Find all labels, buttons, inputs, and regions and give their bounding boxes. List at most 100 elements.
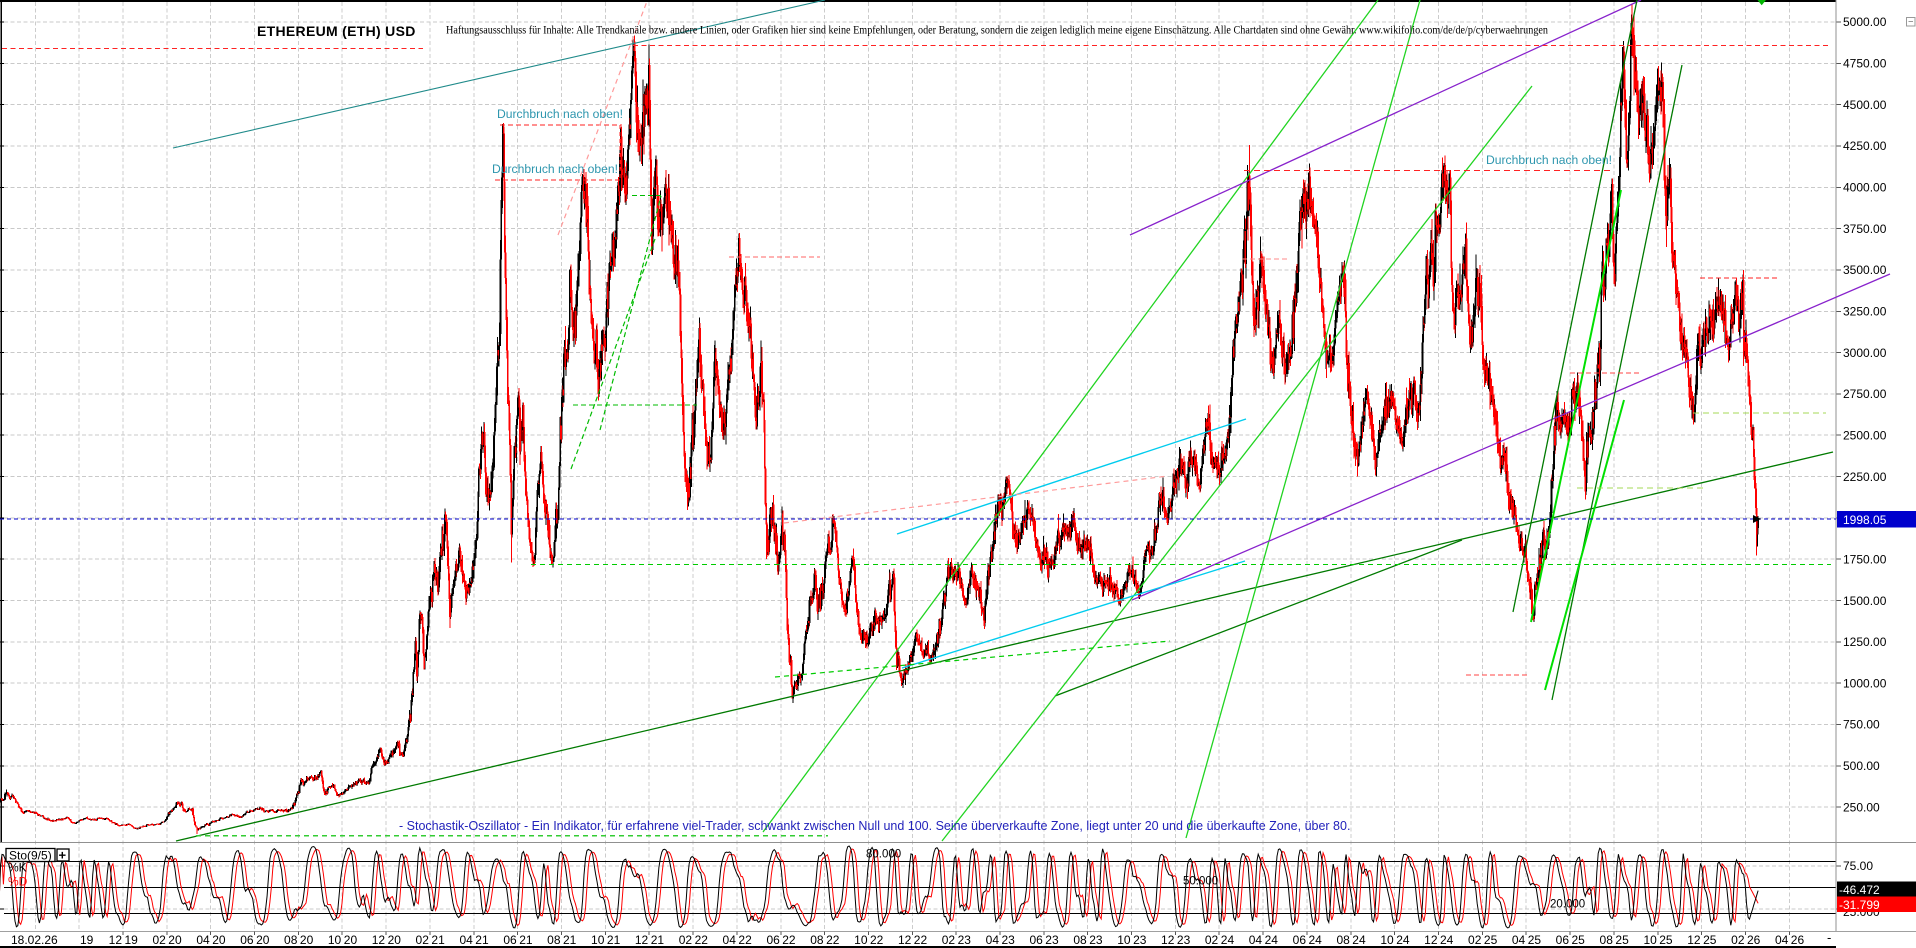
- svg-text:20: 20: [388, 933, 402, 947]
- svg-text:12: 12: [635, 933, 649, 947]
- svg-text:50.000: 50.000: [1183, 876, 1218, 888]
- svg-text:08: 08: [284, 933, 298, 947]
- svg-text:21: 21: [475, 933, 489, 947]
- svg-text:3750.00: 3750.00: [1843, 222, 1887, 236]
- svg-text:10: 10: [1643, 933, 1657, 947]
- svg-text:10: 10: [328, 933, 342, 947]
- svg-text:75.00: 75.00: [1843, 859, 1873, 873]
- svg-text:-46.472: -46.472: [1839, 883, 1880, 897]
- svg-text:02: 02: [1731, 933, 1745, 947]
- svg-text:ETHEREUM (ETH) USD: ETHEREUM (ETH) USD: [257, 23, 416, 39]
- svg-text:- Stochastik-Oszillator - Ein: - Stochastik-Oszillator - Ein Indikator,…: [399, 819, 1350, 833]
- svg-text:20: 20: [256, 933, 270, 947]
- svg-text:21: 21: [519, 933, 533, 947]
- svg-text:3250.00: 3250.00: [1843, 305, 1887, 319]
- svg-text:2750.00: 2750.00: [1843, 387, 1887, 401]
- svg-text:22: 22: [826, 933, 840, 947]
- svg-text:21: 21: [651, 933, 665, 947]
- svg-text:24: 24: [1396, 933, 1410, 947]
- svg-text:20: 20: [212, 933, 226, 947]
- svg-text:Durchbruch nach oben!: Durchbruch nach oben!: [497, 107, 623, 121]
- svg-text:24: 24: [1352, 933, 1366, 947]
- svg-text:12: 12: [1424, 933, 1438, 947]
- svg-text:04: 04: [1249, 933, 1263, 947]
- svg-text:25: 25: [1615, 933, 1629, 947]
- svg-text:22: 22: [870, 933, 884, 947]
- svg-text:Sto(9/5): Sto(9/5): [9, 849, 52, 863]
- svg-text:10: 10: [1380, 933, 1394, 947]
- svg-text:1500.00: 1500.00: [1843, 594, 1887, 608]
- svg-text:24: 24: [1265, 933, 1279, 947]
- svg-text:20: 20: [168, 933, 182, 947]
- svg-text:Durchbruch nach oben!: Durchbruch nach oben!: [492, 162, 618, 176]
- svg-text:25: 25: [1659, 933, 1673, 947]
- svg-text:21: 21: [563, 933, 577, 947]
- svg-text:22: 22: [738, 933, 752, 947]
- svg-text:%D: %D: [8, 875, 28, 889]
- svg-text:750.00: 750.00: [1843, 718, 1880, 732]
- svg-text:26: 26: [1747, 933, 1761, 947]
- svg-text:02: 02: [942, 933, 956, 947]
- svg-text:08: 08: [1600, 933, 1614, 947]
- svg-text:25: 25: [1703, 933, 1717, 947]
- svg-text:04: 04: [986, 933, 1000, 947]
- svg-text:-: -: [1827, 930, 1831, 945]
- svg-text:24: 24: [1309, 933, 1323, 947]
- svg-text:4750.00: 4750.00: [1843, 57, 1887, 71]
- svg-text:%K: %K: [8, 861, 27, 875]
- svg-text:2500.00: 2500.00: [1843, 428, 1887, 442]
- svg-text:19: 19: [125, 933, 139, 947]
- svg-text:04: 04: [1512, 933, 1526, 947]
- svg-text:12: 12: [1161, 933, 1175, 947]
- svg-text:24: 24: [1221, 933, 1235, 947]
- svg-text:04: 04: [459, 933, 473, 947]
- svg-text:20: 20: [344, 933, 358, 947]
- svg-text:5000.00: 5000.00: [1843, 15, 1887, 29]
- svg-text:1000.00: 1000.00: [1843, 676, 1887, 690]
- svg-text:02: 02: [152, 933, 166, 947]
- svg-text:3500.00: 3500.00: [1843, 263, 1887, 277]
- svg-text:25: 25: [1572, 933, 1586, 947]
- svg-text:21: 21: [431, 933, 445, 947]
- svg-text:08: 08: [1336, 933, 1350, 947]
- svg-text:25: 25: [1528, 933, 1542, 947]
- svg-text:500.00: 500.00: [1843, 759, 1880, 773]
- svg-text:23: 23: [1177, 933, 1191, 947]
- svg-text:04: 04: [723, 933, 737, 947]
- svg-text:1750.00: 1750.00: [1843, 552, 1887, 566]
- svg-text:04: 04: [1775, 933, 1789, 947]
- svg-text:Haftungsausschluss für Inhalte: Haftungsausschluss für Inhalte: Alle Tre…: [446, 24, 1548, 37]
- svg-text:Durchbruch nach oben!: Durchbruch nach oben!: [1486, 153, 1612, 167]
- svg-text:10: 10: [1117, 933, 1131, 947]
- svg-text:04: 04: [196, 933, 210, 947]
- svg-text:80.000: 80.000: [866, 849, 901, 861]
- svg-text:06: 06: [766, 933, 780, 947]
- svg-text:1250.00: 1250.00: [1843, 635, 1887, 649]
- svg-text:06: 06: [1556, 933, 1570, 947]
- svg-text:02: 02: [416, 933, 430, 947]
- svg-text:06: 06: [240, 933, 254, 947]
- svg-text:02: 02: [679, 933, 693, 947]
- svg-text:02: 02: [1205, 933, 1219, 947]
- svg-text:24: 24: [1440, 933, 1454, 947]
- svg-text:25: 25: [1484, 933, 1498, 947]
- svg-text:12: 12: [1687, 933, 1701, 947]
- svg-text:22: 22: [695, 933, 709, 947]
- svg-text:250.00: 250.00: [1843, 800, 1880, 814]
- svg-text:06: 06: [1029, 933, 1043, 947]
- svg-text:23: 23: [1002, 933, 1016, 947]
- svg-text:4000.00: 4000.00: [1843, 181, 1887, 195]
- svg-text:1998.05: 1998.05: [1843, 513, 1887, 527]
- svg-text:08: 08: [1073, 933, 1087, 947]
- svg-text:18.02.26: 18.02.26: [11, 933, 58, 947]
- svg-text:08: 08: [547, 933, 561, 947]
- svg-text:20: 20: [300, 933, 314, 947]
- svg-text:2250.00: 2250.00: [1843, 470, 1887, 484]
- svg-text:3000.00: 3000.00: [1843, 346, 1887, 360]
- svg-text:26: 26: [1791, 933, 1805, 947]
- svg-text:06: 06: [503, 933, 517, 947]
- svg-text:19: 19: [80, 933, 94, 947]
- svg-text:06: 06: [1293, 933, 1307, 947]
- svg-text:+: +: [59, 848, 67, 863]
- svg-text:-31.799: -31.799: [1839, 898, 1880, 912]
